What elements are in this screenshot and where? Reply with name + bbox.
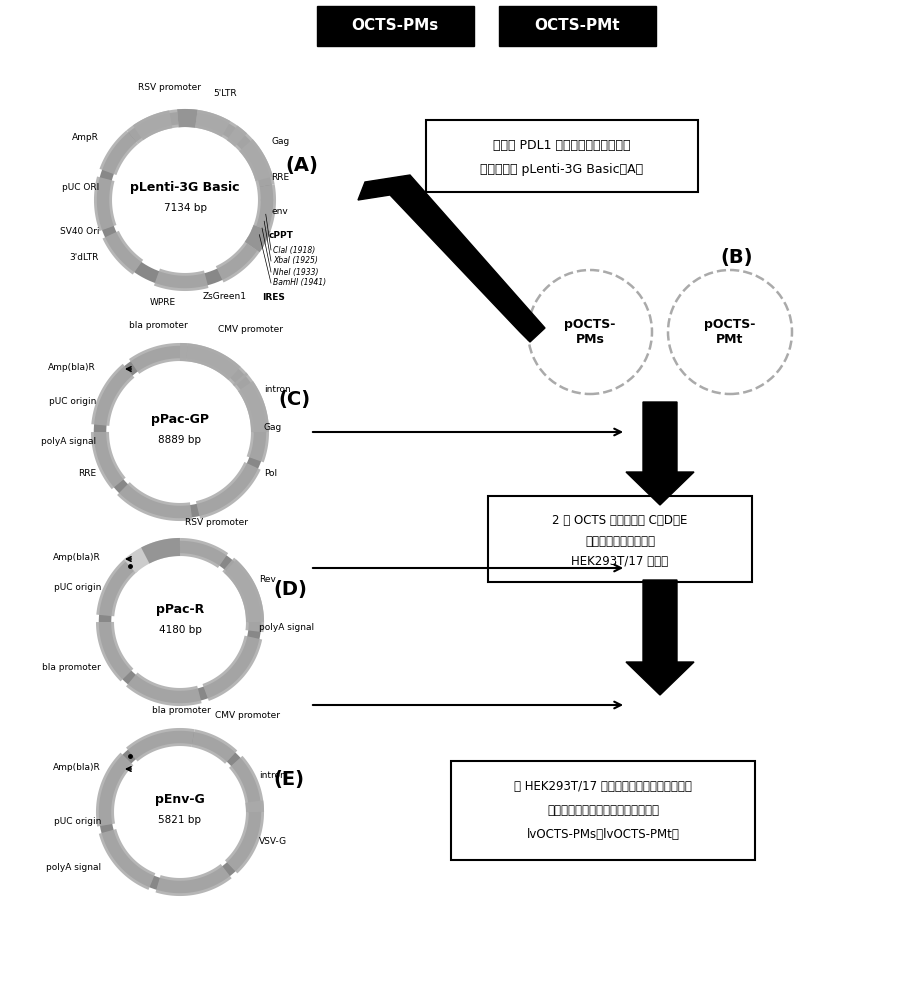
Text: NheI (1933): NheI (1933) xyxy=(273,267,319,276)
Text: VSV-G: VSV-G xyxy=(259,838,287,846)
Text: BamHI (1941): BamHI (1941) xyxy=(273,278,326,288)
Text: intron: intron xyxy=(259,772,286,780)
Text: HEK293T/17 细胞。: HEK293T/17 细胞。 xyxy=(571,555,668,568)
Text: RSV promoter: RSV promoter xyxy=(139,83,202,92)
Text: RSV promoter: RSV promoter xyxy=(185,518,248,527)
Text: 量表达，分别组装成重组慢病毒载体: 量表达，分别组装成重组慢病毒载体 xyxy=(547,804,659,817)
Text: 7134 bp: 7134 bp xyxy=(163,203,206,213)
Text: polyA signal: polyA signal xyxy=(41,438,96,446)
Text: intron: intron xyxy=(264,385,291,394)
Text: (B): (B) xyxy=(720,248,753,267)
Text: pUC ORI: pUC ORI xyxy=(62,184,99,192)
Text: 4180 bp: 4180 bp xyxy=(159,625,202,635)
Text: polyA signal: polyA signal xyxy=(259,622,314,632)
Text: pPac-R: pPac-R xyxy=(156,603,204,616)
Text: Rev: Rev xyxy=(259,576,276,584)
Text: Amp(bla)R: Amp(bla)R xyxy=(48,362,96,371)
Text: ClaI (1918): ClaI (1918) xyxy=(273,245,315,254)
Text: 5821 bp: 5821 bp xyxy=(159,815,202,825)
Text: pUC origin: pUC origin xyxy=(54,818,101,826)
FancyBboxPatch shape xyxy=(426,120,698,192)
Text: 3'dLTR: 3'dLTR xyxy=(70,253,99,262)
Text: 分别与 PDL1 单链抗体克隆进入慢病: 分别与 PDL1 单链抗体克隆进入慢病 xyxy=(493,139,631,152)
Text: (A): (A) xyxy=(285,155,318,174)
Text: ZsGreen1: ZsGreen1 xyxy=(203,292,247,301)
Text: WPRE: WPRE xyxy=(150,298,176,307)
Text: CMV promoter: CMV promoter xyxy=(218,325,283,334)
Text: (C): (C) xyxy=(278,390,311,410)
FancyBboxPatch shape xyxy=(451,761,755,860)
Text: bla promoter: bla promoter xyxy=(152,706,211,715)
Text: CMV promoter: CMV promoter xyxy=(215,711,280,720)
Text: polyA signal: polyA signal xyxy=(46,862,101,871)
Text: 毒骨架质粒 pLenti-3G Basic（A）: 毒骨架质粒 pLenti-3G Basic（A） xyxy=(480,163,644,176)
Text: pOCTS-
PMs: pOCTS- PMs xyxy=(564,318,616,346)
Text: AmpR: AmpR xyxy=(72,133,99,142)
Text: Amp(bla)R: Amp(bla)R xyxy=(54,762,101,772)
Polygon shape xyxy=(626,402,694,505)
Text: (D): (D) xyxy=(273,580,307,599)
FancyBboxPatch shape xyxy=(499,6,656,46)
Text: (E): (E) xyxy=(273,770,304,790)
Text: 2 个 OCTS 质粒分别与 C、D、E: 2 个 OCTS 质粒分别与 C、D、E xyxy=(552,514,687,527)
Text: SV40 Ori: SV40 Ori xyxy=(60,228,99,236)
Text: pPac-GP: pPac-GP xyxy=(151,414,209,426)
Text: cPPT: cPPT xyxy=(269,231,294,239)
Polygon shape xyxy=(358,175,545,342)
Polygon shape xyxy=(626,580,694,695)
Text: pLenti-3G Basic: pLenti-3G Basic xyxy=(130,182,240,194)
Text: RRE: RRE xyxy=(271,174,289,182)
FancyBboxPatch shape xyxy=(317,6,474,46)
Text: OCTS-PMt: OCTS-PMt xyxy=(534,18,620,33)
Text: lvOCTS-PMs、lvOCTS-PMt。: lvOCTS-PMs、lvOCTS-PMt。 xyxy=(527,828,679,841)
Text: pEnv-G: pEnv-G xyxy=(155,794,205,806)
Text: Amp(bla)R: Amp(bla)R xyxy=(54,552,101,562)
Text: IRES: IRES xyxy=(262,292,285,302)
Text: 8889 bp: 8889 bp xyxy=(159,435,202,445)
Text: Gag: Gag xyxy=(264,422,282,432)
FancyBboxPatch shape xyxy=(488,496,752,582)
Text: env: env xyxy=(271,208,288,217)
Text: XbaI (1925): XbaI (1925) xyxy=(273,256,318,265)
Text: RRE: RRE xyxy=(78,470,96,479)
Text: Gag: Gag xyxy=(271,137,290,146)
Text: pUC origin: pUC origin xyxy=(49,397,96,406)
Text: bla promoter: bla promoter xyxy=(129,321,187,330)
Text: pOCTS-
PMt: pOCTS- PMt xyxy=(705,318,755,346)
Text: Pol: Pol xyxy=(264,470,277,479)
Text: 三种包装质粒共同转染: 三种包装质粒共同转染 xyxy=(585,535,655,548)
Text: 5'LTR: 5'LTR xyxy=(213,89,237,98)
Text: OCTS-PMs: OCTS-PMs xyxy=(351,18,439,33)
Text: pUC origin: pUC origin xyxy=(54,582,101,591)
Text: bla promoter: bla promoter xyxy=(43,662,101,672)
Text: 在 HEK293T/17 内慢病毒结构和功能基因的大: 在 HEK293T/17 内慢病毒结构和功能基因的大 xyxy=(514,780,692,793)
